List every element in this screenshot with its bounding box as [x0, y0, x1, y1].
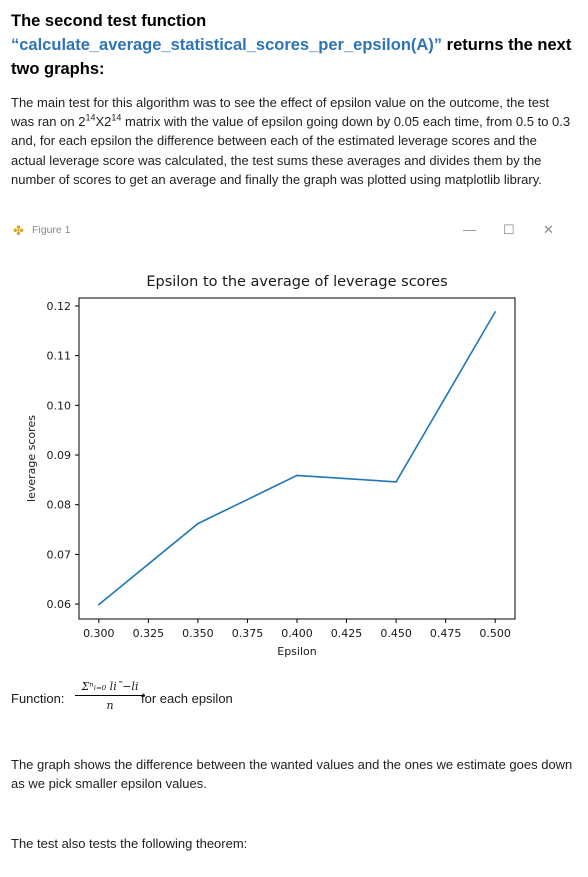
chart-title: Epsilon to the average of leverage score…	[146, 274, 447, 290]
figure-title: Figure 1	[32, 224, 71, 236]
intro-text-1: The main test for this algorithm was to …	[11, 95, 550, 130]
theorem-intro: The test also tests the following theore…	[11, 836, 248, 851]
formula-numerator: Σⁿᵢ₌₀ li˜−li	[75, 680, 145, 696]
y-tick-label: 0.08	[47, 499, 72, 512]
y-tick-label: 0.10	[47, 399, 72, 412]
x-tick-label: 0.475	[430, 627, 462, 640]
heading-line-2: “calculate_average_statistical_scores_pe…	[11, 33, 581, 81]
section-heading: The second test function “calculate_aver…	[11, 9, 581, 81]
function-formula: Function: Σⁿᵢ₌₀ li˜−li n for each epsilo…	[11, 680, 411, 720]
intro-sup-1: 14	[85, 112, 96, 123]
series-line	[98, 311, 496, 606]
data-point	[197, 522, 199, 525]
function-label: Function:	[11, 691, 65, 706]
x-tick-label: 0.375	[232, 627, 264, 640]
y-tick-label: 0.12	[47, 300, 72, 313]
x-tick-label: 0.350	[182, 627, 214, 640]
x-axis-label: Epsilon	[277, 645, 317, 658]
heading-line-1: The second test function	[11, 12, 207, 30]
close-icon[interactable]: ✕	[543, 222, 554, 237]
heading-rest: returns the next two graphs:	[11, 36, 572, 78]
y-tick-label: 0.09	[47, 449, 72, 462]
intro-paragraph: The main test for this algorithm was to …	[11, 93, 573, 189]
y-axis-label: leverage scores	[25, 415, 38, 502]
y-tick-label: 0.11	[47, 350, 72, 363]
formula-denominator: n	[106, 699, 114, 712]
x-tick-label: 0.450	[380, 627, 412, 640]
intro-text-3: matrix with the value of epsilon going d…	[11, 114, 571, 187]
y-tick-label: 0.07	[47, 548, 72, 561]
data-point	[98, 603, 100, 606]
y-tick-label: 0.06	[47, 598, 72, 611]
figure-window-titlebar: ✤ Figure 1 — ☐ ✕	[11, 222, 571, 240]
function-suffix: for each epsilon	[141, 691, 233, 706]
x-tick-label: 0.300	[83, 627, 115, 640]
formula-fraction: Σⁿᵢ₌₀ li˜−li n	[75, 680, 145, 712]
plot-area	[78, 297, 516, 620]
x-tick-label: 0.425	[331, 627, 363, 640]
minimize-icon[interactable]: —	[463, 222, 476, 237]
data-point	[296, 474, 298, 477]
conclusion-paragraph: The graph shows the difference between t…	[11, 757, 573, 792]
x-tick-label: 0.500	[479, 627, 511, 640]
maximize-icon[interactable]: ☐	[503, 222, 515, 237]
matplotlib-icon: ✤	[13, 223, 24, 238]
function-name: “calculate_average_statistical_scores_pe…	[11, 36, 443, 54]
intro-sup-2: 14	[111, 112, 122, 123]
data-point	[395, 481, 397, 483]
intro-text-2: X2	[95, 114, 112, 130]
x-tick-label: 0.325	[133, 627, 165, 640]
x-tick-label: 0.400	[281, 627, 313, 640]
data-point	[494, 311, 496, 313]
line-chart: Epsilon to the average of leverage score…	[25, 274, 516, 658]
